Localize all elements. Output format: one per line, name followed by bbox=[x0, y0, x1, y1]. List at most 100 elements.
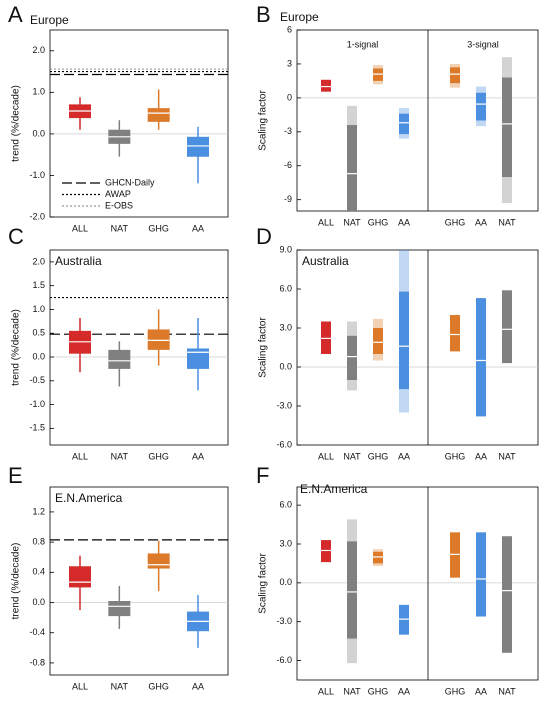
x-tick-label: NAT bbox=[343, 686, 361, 696]
box bbox=[147, 329, 170, 350]
y-axis-label: trend (%/decade) bbox=[11, 85, 22, 162]
y-tick-label: 9.0 bbox=[279, 244, 292, 254]
x-tick-label: ALL bbox=[72, 681, 88, 691]
x-tick-label: GHG bbox=[445, 451, 466, 461]
y-tick-label: -6.0 bbox=[276, 655, 292, 665]
x-tick-label: AA bbox=[192, 681, 204, 691]
group-label: 3-signal bbox=[467, 39, 499, 49]
y-tick-label: -9 bbox=[284, 194, 292, 204]
interval-dark bbox=[476, 298, 486, 417]
panel-letter: D bbox=[256, 224, 272, 249]
y-tick-label: 0.4 bbox=[32, 567, 45, 577]
y-axis-label: Scaling factor bbox=[258, 553, 269, 614]
plot-frame bbox=[296, 249, 539, 446]
panel: D Australia Scaling factor 9.0 6.0 3.0 0.0 -3.0… bbox=[256, 224, 539, 461]
y-tick-label: -6 bbox=[284, 160, 292, 170]
y-tick-label: 1.2 bbox=[32, 506, 45, 516]
y-tick-label: -3.0 bbox=[276, 400, 292, 410]
panel-letter: E bbox=[8, 463, 23, 488]
panel: C Australia trend (%/decade) 2.0 1.5 1.0 0.5 0.… bbox=[8, 224, 229, 461]
x-tick-label: NAT bbox=[498, 686, 516, 696]
interval-dark bbox=[476, 532, 486, 617]
x-tick-label: GHG bbox=[368, 686, 389, 696]
y-tick-label: 0.0 bbox=[279, 361, 292, 371]
legend-label: E-OBS bbox=[105, 200, 133, 210]
x-tick-label: NAT bbox=[343, 217, 361, 227]
y-tick-label: 3.0 bbox=[279, 322, 292, 332]
x-tick-label: AA bbox=[475, 686, 487, 696]
y-axis-label: Scaling factor bbox=[258, 90, 269, 151]
x-tick-label: ALL bbox=[72, 223, 88, 233]
x-tick-label: AA bbox=[192, 223, 204, 233]
y-tick-label: -0.4 bbox=[29, 627, 45, 637]
y-tick-label: -6.0 bbox=[276, 439, 292, 449]
interval-dark bbox=[321, 540, 331, 563]
y-tick-label: -3 bbox=[284, 126, 292, 136]
box bbox=[187, 136, 209, 157]
x-tick-label: NAT bbox=[498, 451, 516, 461]
x-tick-label: GHG bbox=[445, 686, 466, 696]
interval-dark bbox=[399, 113, 409, 135]
legend-label: GHCN-Daily bbox=[105, 177, 155, 187]
y-tick-label: 0 bbox=[287, 92, 292, 102]
group-label: 1-signal bbox=[347, 39, 379, 49]
x-tick-label: GHG bbox=[368, 451, 389, 461]
y-tick-label: 2.0 bbox=[32, 256, 45, 266]
legend-label: AWAP bbox=[105, 189, 131, 199]
y-tick-label: 0.5 bbox=[32, 328, 45, 338]
plot-frame bbox=[296, 486, 539, 681]
x-tick-label: NAT bbox=[343, 451, 361, 461]
x-tick-label: AA bbox=[475, 217, 487, 227]
x-tick-label: AA bbox=[475, 451, 487, 461]
box bbox=[187, 348, 209, 369]
interval-dark bbox=[321, 321, 331, 354]
panel-title: Europe bbox=[280, 10, 319, 24]
y-tick-label: 1.5 bbox=[32, 280, 45, 290]
y-tick-label: -0.5 bbox=[29, 375, 45, 385]
x-tick-label: AA bbox=[192, 451, 204, 461]
y-axis-label: trend (%/decade) bbox=[11, 543, 22, 620]
x-tick-label: ALL bbox=[318, 451, 334, 461]
interval-dark bbox=[502, 290, 512, 364]
y-axis-label: trend (%/decade) bbox=[11, 309, 22, 386]
y-tick-label: 0.0 bbox=[32, 128, 45, 138]
plot-frame bbox=[49, 249, 229, 446]
y-tick-label: 0.0 bbox=[32, 351, 45, 361]
y-tick-label: 1.0 bbox=[32, 87, 45, 97]
interval-dark bbox=[450, 532, 460, 578]
box bbox=[108, 601, 131, 617]
interval-dark bbox=[450, 67, 460, 84]
x-tick-label: AA bbox=[398, 217, 410, 227]
x-tick-label: GHG bbox=[445, 217, 466, 227]
interval-dark bbox=[321, 79, 331, 92]
panel-title: Europe bbox=[30, 13, 69, 27]
x-tick-label: GHG bbox=[148, 451, 169, 461]
y-tick-label: 0.0 bbox=[279, 577, 292, 587]
x-tick-label: GHG bbox=[148, 223, 169, 233]
interval-dark bbox=[347, 335, 357, 380]
y-tick-label: 0.0 bbox=[32, 597, 45, 607]
y-tick-label: 6.0 bbox=[279, 500, 292, 510]
plot-frame bbox=[49, 29, 229, 218]
x-tick-label: AA bbox=[398, 686, 410, 696]
box bbox=[147, 553, 170, 569]
panel: A Europe trend (%/decade) 2.0 1.0 0.0 -1.0 -2.0… bbox=[8, 2, 229, 233]
panel-title: E.N.America bbox=[300, 482, 368, 496]
interval-dark bbox=[450, 315, 460, 352]
panel-letter: C bbox=[8, 224, 24, 249]
y-axis-label: Scaling factor bbox=[258, 317, 269, 378]
y-tick-label: 0.8 bbox=[32, 536, 45, 546]
x-tick-label: GHG bbox=[148, 681, 169, 691]
panel-title: E.N.America bbox=[55, 491, 123, 505]
y-tick-label: -0.8 bbox=[29, 657, 45, 667]
interval-dark bbox=[502, 77, 512, 178]
x-tick-label: AA bbox=[398, 451, 410, 461]
panel-title: Australia bbox=[55, 254, 102, 268]
panel-letter: B bbox=[256, 2, 271, 27]
box bbox=[69, 566, 91, 588]
plot-frame bbox=[49, 486, 229, 676]
panel-letter: A bbox=[8, 2, 23, 27]
interval-dark bbox=[476, 92, 486, 121]
x-tick-label: ALL bbox=[318, 686, 334, 696]
